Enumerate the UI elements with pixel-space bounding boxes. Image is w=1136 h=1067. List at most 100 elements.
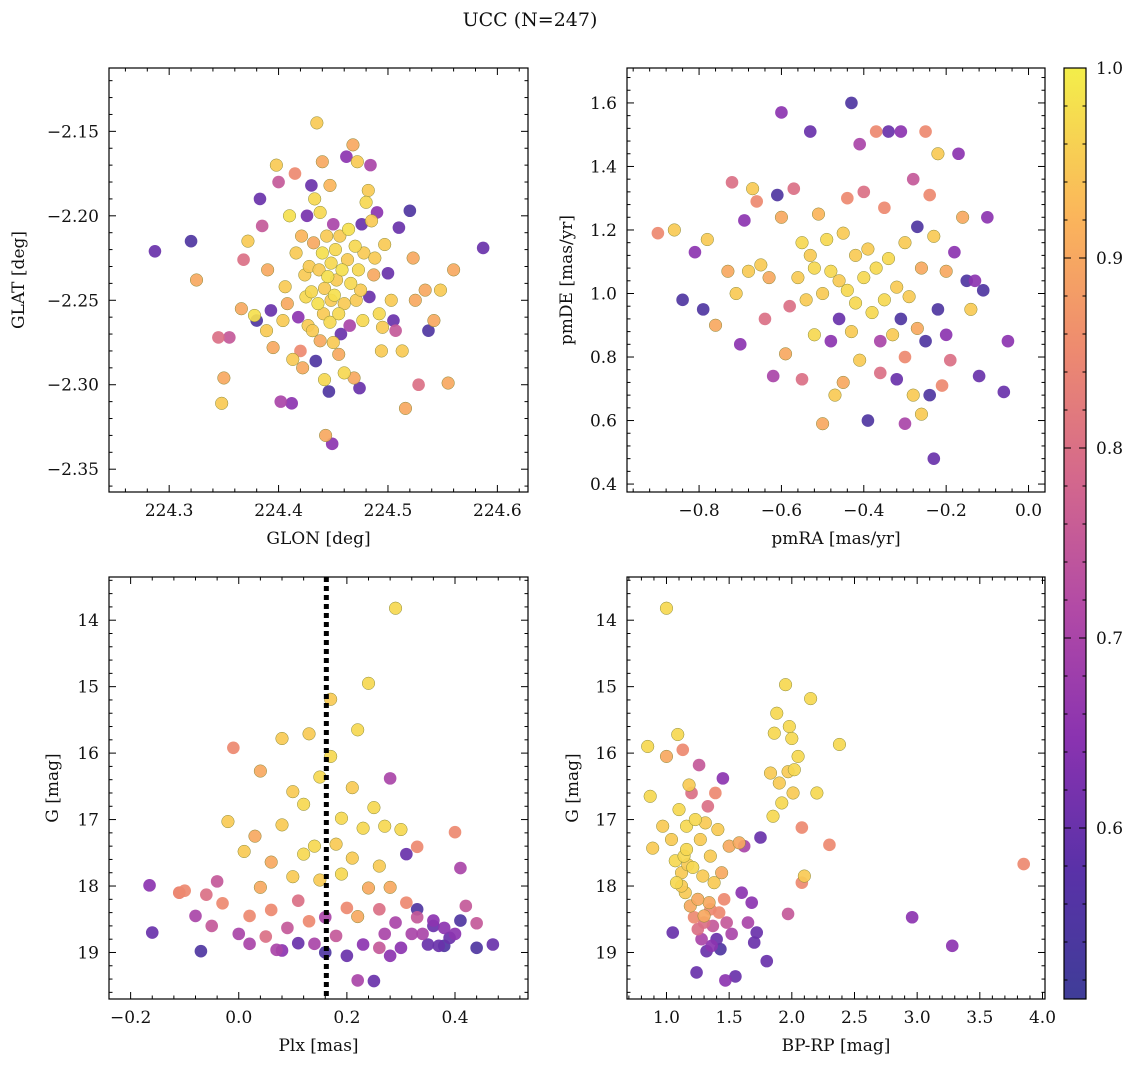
scatter-point [786,786,800,800]
scatter-point [315,155,329,169]
scatter-point [394,941,408,955]
scatter-point [422,324,435,337]
axes-frame [108,67,529,493]
scatter-point [334,327,348,341]
scatter-point [787,763,801,777]
scatter-point [261,263,275,277]
scatter-point [832,274,846,288]
scatter-point [976,284,990,297]
scatter-point [356,313,370,328]
scatter-point [454,914,467,927]
y-tick-label: 18 [595,877,617,897]
colorbar-tick-label: 0.7 [1096,629,1123,649]
scatter-point [659,749,674,763]
x-axis-label: pmRA [mas/yr] [771,529,900,549]
scatter-point [311,297,325,311]
scatter-point [308,192,322,206]
scatter-point [300,209,314,223]
scatter-point [333,229,347,243]
scatter-point [394,822,408,837]
scatter-point [828,388,842,402]
scatter-point [363,290,376,304]
scatter-point [470,941,483,955]
scatter-point [771,188,784,202]
scatter-point [865,306,879,320]
scatter-point [351,263,365,277]
scatter-point [264,855,278,869]
scatter-point [329,929,343,943]
scatter-point [844,325,858,339]
scatter-point [836,226,850,240]
scatter-point [237,253,250,267]
scatter-point [486,938,500,951]
scatter-point [374,344,388,358]
scatter-point [297,847,311,861]
scatter-point [703,849,717,863]
scatter-point [350,155,364,169]
scatter-point [945,939,959,953]
scatter-point [738,214,751,227]
scatter-point [416,927,429,941]
scatter-point [919,125,932,138]
scatter-point [432,939,446,953]
scatter-point [200,888,213,901]
scatter-point [375,320,390,334]
scatter-point [779,678,793,692]
scatter-point [849,296,863,310]
scatter-point [943,353,957,367]
scatter-point [410,910,424,924]
scatter-point [927,452,941,465]
scatter-point [799,293,813,307]
scatter-point [853,137,866,151]
scatter-point [270,943,283,957]
scatter-point [832,737,846,752]
scatter-point [237,844,251,859]
scatter-point [359,195,373,209]
scatter-point [332,347,346,361]
scatter-point [398,401,413,415]
x-tick-label: 4.0 [1029,1008,1056,1028]
scatter-point [345,781,359,795]
colorbar-gradient [1063,67,1087,1000]
scatter-point [148,244,162,258]
scatter-point [259,930,273,943]
scatter-point [297,797,311,811]
scatter-point [418,283,432,297]
scatter-point [702,896,716,910]
scatter-point [367,268,381,282]
scatter-point [840,283,854,297]
scatter-point [708,318,723,332]
scatter-point [274,395,288,408]
scatter-point [286,870,300,884]
scatter-point [476,241,490,255]
scatter-point [312,263,326,277]
scatter-point [745,896,759,909]
scatter-panel-plx-g: −0.2 0.0 0.2 0.4 14 15 16 17 18 19 Plx [mas] G [mag… [43,576,529,1056]
scatter-point [877,293,891,307]
scatter-point [304,285,318,299]
scatter-point [448,927,462,941]
scatter-point [389,324,402,337]
scatter-point [215,396,229,410]
axis-ticks [108,577,528,999]
scatter-panel-glon-glat: 224.3 224.4 224.5 224.6 −2.15 −2.20 −2.25 −2.30… [9,67,529,549]
scatter-point [774,210,788,224]
scatter-point [923,388,936,402]
x-tick-label: 0.0 [225,1008,252,1028]
scatter-point [234,302,248,316]
scatter-point [367,974,381,988]
scatter-point [729,286,743,301]
scatter-point [247,308,262,323]
scatter-point [816,286,830,301]
scatter-point [307,236,321,250]
scatter-point [296,361,310,375]
scatter-point [403,204,417,218]
scatter-point [797,869,811,883]
x-tick-label: 2.0 [778,1008,805,1028]
y-tick-label: −2.15 [47,122,99,142]
scatter-point [145,926,159,939]
scatter-point [322,385,336,398]
scatter-points [641,601,1030,987]
scatter-point [427,313,441,328]
